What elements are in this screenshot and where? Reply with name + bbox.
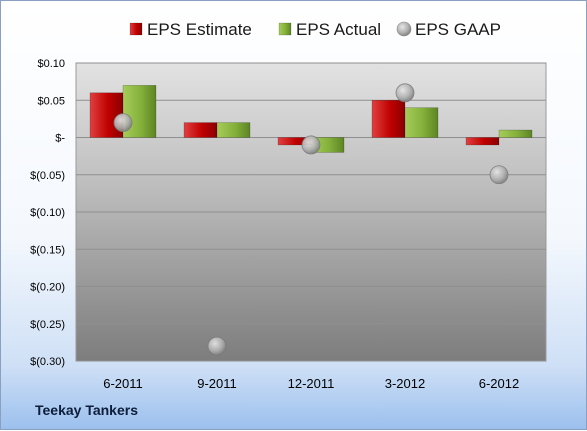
y-tick-label: $(0.05) — [30, 170, 65, 182]
eps-actual-legend-label: EPS Actual — [296, 20, 381, 39]
x-tick-label: 6-2012 — [479, 376, 519, 391]
eps-estimate-bar — [465, 137, 500, 146]
eps-actual-bar — [498, 129, 533, 138]
eps-gaap-legend-marker — [396, 21, 412, 37]
y-tick-label: $(0.25) — [30, 319, 65, 331]
eps-gaap-point — [395, 83, 415, 103]
eps-gaap-point — [113, 113, 133, 132]
company-name: Teekay Tankers — [35, 402, 138, 418]
eps-estimate-bar — [371, 100, 406, 138]
eps-estimate-legend-marker — [129, 22, 143, 36]
eps-actual-bar — [122, 85, 157, 138]
gaap-points — [113, 83, 509, 356]
legend: EPS Estimate EPS Actual EPS GAAP — [129, 20, 501, 39]
eps-estimate-legend-label: EPS Estimate — [147, 20, 252, 39]
eps-actual-bar — [404, 107, 439, 138]
y-tick-label: $(0.20) — [30, 282, 65, 294]
x-tick-label: 3-2012 — [385, 376, 425, 391]
y-axis-ticks: $0.10 $0.05 $- $(0.05) $(0.10) $(0.15) $(0.20)… — [30, 58, 65, 368]
eps-gaap-point — [301, 135, 321, 155]
y-tick-label: $0.10 — [37, 58, 65, 70]
eps-estimate-bar — [183, 122, 218, 138]
eps-gaap-point — [489, 165, 509, 185]
x-tick-label: 6-2011 — [103, 376, 143, 391]
x-axis-ticks: 6-2011 9-2011 12-2011 3-2012 6-2012 — [103, 376, 519, 391]
y-tick-label: $(0.30) — [30, 356, 65, 368]
y-tick-label: $0.05 — [37, 95, 65, 107]
y-tick-label: $(0.15) — [30, 244, 65, 256]
eps-gaap-point — [207, 336, 227, 356]
eps-actual-bar — [216, 122, 251, 138]
x-tick-label: 9-2011 — [197, 376, 237, 391]
y-tick-label: $- — [55, 133, 65, 145]
eps-actual-legend-marker — [278, 22, 292, 36]
eps-gaap-legend-label: EPS GAAP — [415, 20, 501, 39]
x-tick-label: 12-2011 — [288, 376, 335, 391]
y-tick-label: $(0.10) — [30, 207, 65, 219]
